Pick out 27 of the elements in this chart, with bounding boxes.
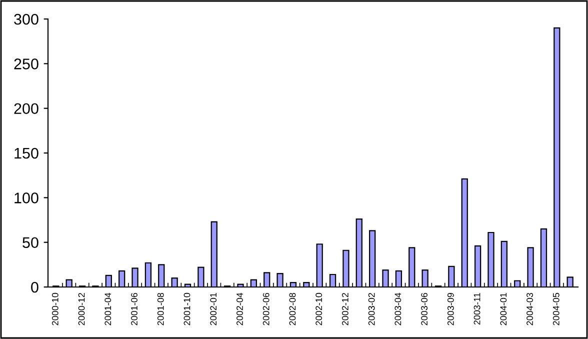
x-tick-label: 2001-06 [131,292,138,326]
x-tick-label: 2001-10 [184,292,190,326]
x-tick-label: 2002-06 [262,292,270,326]
y-tick-label: 0 [31,282,38,293]
x-tick-label: 2002-12 [342,293,348,326]
x-tick-label: 2001-04 [104,292,112,326]
x-tick-label: 2000-12 [78,293,85,326]
y-tick-label: 250 [14,58,38,70]
x-tick-label: 2003-06 [421,292,428,326]
x-tick-label: 2002-10 [316,292,322,326]
y-tick-label: 50 [22,237,38,248]
x-tick-label: 2003-02 [368,293,375,326]
x-tick-label: 2003-11 [474,292,480,325]
x-tick-label: 2004-03 [526,292,533,326]
y-tick-label: 300 [14,14,38,25]
x-tick-label: 2002-04 [236,292,243,326]
x-tick-label: 2002-08 [289,292,296,326]
y-tick-label: 150 [14,148,38,159]
x-tick-label: 2004-05 [552,292,560,326]
x-tick-label: 2004-01 [500,292,507,326]
y-tick-label: 200 [14,103,38,114]
x-tick-label: 2001-08 [157,292,164,326]
x-tick-label: 2003-09 [447,292,454,326]
x-tick-label: 2002-01 [210,292,217,326]
x-tick-label: 2003-04 [394,292,402,326]
x-tick-label: 2000-10 [52,292,58,326]
y-tick-label: 100 [14,192,38,204]
